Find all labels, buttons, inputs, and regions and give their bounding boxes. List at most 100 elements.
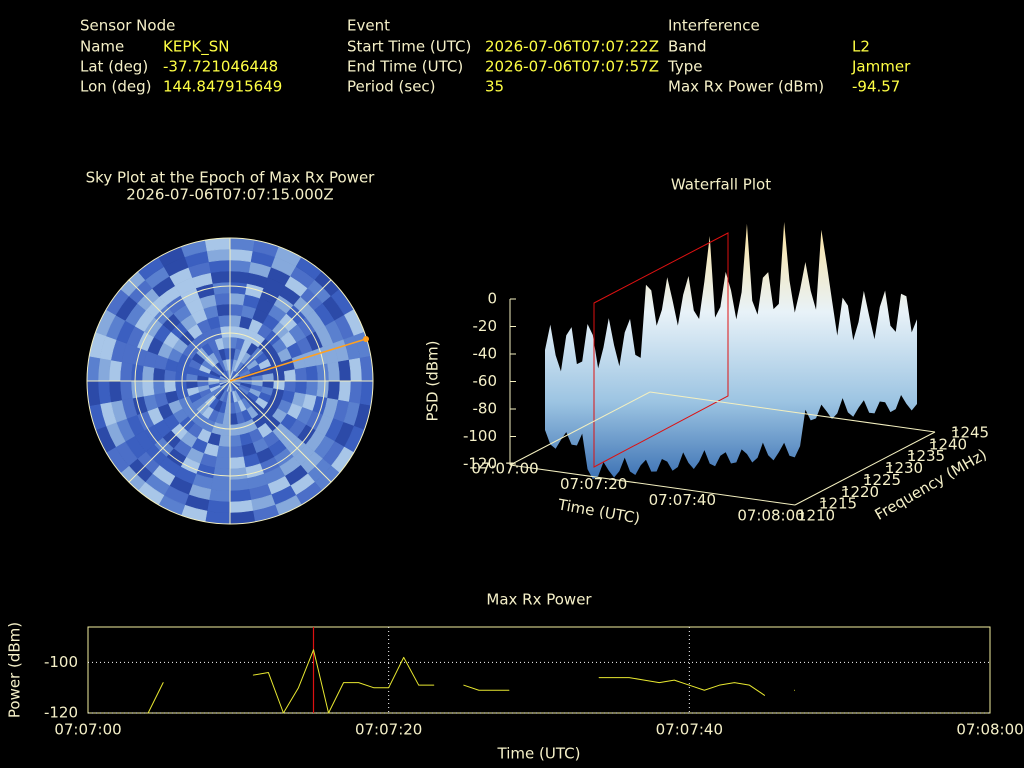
sky-cell [294, 367, 308, 382]
sky-cell [338, 380, 352, 403]
sky-cell [163, 380, 177, 393]
field-label: Name [80, 38, 124, 56]
sky-cell [216, 303, 231, 317]
sky-cell [316, 380, 330, 399]
sky-cell [283, 369, 297, 382]
field-value: -94.57 [852, 78, 900, 96]
freq-tick-label: 1225 [863, 471, 901, 489]
sky-subtitle: 2026-07-06T07:07:15.000Z [126, 186, 333, 204]
section-heading: Interference [668, 17, 760, 35]
power-line [147, 649, 796, 714]
sky-cell [108, 380, 122, 403]
field-label: End Time (UTC) [347, 58, 463, 76]
sky-cell [348, 357, 363, 382]
waterfall-axis [649, 391, 936, 433]
sky-cell [305, 365, 319, 382]
field-label: Max Rx Power (dBm) [668, 78, 824, 96]
field-value: 35 [485, 78, 504, 96]
field-value: Jammer [851, 58, 911, 76]
sky-cell [141, 380, 155, 397]
sky-cell [273, 371, 286, 382]
sky-cell [327, 380, 341, 401]
sky-cell [316, 363, 330, 382]
freq-tick-label: 1230 [885, 459, 923, 477]
field-value: 2026-07-06T07:07:22Z [485, 38, 659, 56]
z-tick-label: 0 [487, 290, 497, 308]
field-label: Lon (deg) [80, 78, 152, 96]
freq-tick [885, 465, 893, 468]
waterfall-axis [509, 391, 651, 466]
sky-cell [214, 292, 231, 306]
sky-cell [229, 499, 254, 514]
x-axis-label: Time (UTC) [497, 745, 581, 763]
freq-tick [841, 488, 849, 491]
sky-cell [327, 361, 341, 382]
x-tick-label: 07:07:40 [656, 721, 723, 739]
freq-tick-label: 1235 [907, 447, 945, 465]
z-tick-label: -20 [473, 317, 498, 335]
sky-cell [229, 303, 244, 317]
sky-cell [206, 499, 231, 514]
section-heading: Sensor Node [80, 17, 175, 35]
field-label: Period (sec) [347, 78, 436, 96]
sky-cell [212, 467, 231, 481]
sky-cell [206, 248, 231, 263]
field-value: -37.721046448 [163, 58, 278, 76]
sky-cell [338, 359, 352, 382]
sky-cell [210, 270, 231, 284]
section-heading: Event [347, 17, 390, 35]
sky-cell [348, 380, 363, 405]
chart-title: Max Rx Power [486, 591, 592, 609]
field-label: Start Time (UTC) [347, 38, 471, 56]
freq-tick [929, 441, 937, 444]
y-tick-label: -100 [44, 653, 78, 671]
sky-cell [294, 380, 308, 395]
sky-cell [229, 456, 246, 470]
sky-cell [208, 489, 231, 503]
waterfall-axis [509, 464, 796, 506]
sky-cell [229, 467, 248, 481]
field-value: 2026-07-06T07:07:57Z [485, 58, 659, 76]
sky-cell [229, 424, 240, 437]
z-tick-label: -40 [473, 345, 498, 363]
sky-cell [97, 357, 112, 382]
freq-tick-label: 1245 [951, 424, 989, 442]
sky-cell [229, 445, 244, 459]
freq-tick [797, 512, 805, 515]
z-tick-label: -120 [463, 455, 497, 473]
sky-plot [86, 237, 374, 525]
sky-cell [152, 380, 166, 395]
sky-cell [220, 325, 231, 338]
sky-cell [229, 478, 250, 492]
freq-tick [863, 476, 871, 479]
sky-cell [210, 478, 231, 492]
time-cursor [593, 232, 729, 468]
sky-cell [174, 380, 187, 391]
x-tick-label: 07:08:00 [956, 721, 1023, 739]
sky-cell [229, 434, 242, 448]
y-axis-label: Power (dBm) [6, 622, 24, 718]
sky-cell [229, 281, 248, 295]
waterfall-title: Waterfall Plot [671, 176, 771, 194]
sky-cell [130, 363, 144, 382]
field-value: L2 [852, 38, 870, 56]
z-tick-label: -80 [473, 400, 498, 418]
freq-tick [951, 429, 959, 432]
sky-cell [218, 314, 231, 328]
time-axis-label: Time (UTC) [556, 495, 642, 527]
sky-cell [229, 259, 252, 273]
field-value: KEPK_SN [163, 38, 229, 57]
field-label: Type [667, 58, 702, 76]
sky-direction-point [363, 336, 369, 342]
sky-cell [141, 365, 155, 382]
y-tick-label: -120 [44, 704, 78, 722]
freq-tick [819, 500, 827, 503]
freq-tick-label: 1210 [797, 507, 835, 525]
z-axis-label: PSD (dBm) [424, 340, 442, 421]
plot-frame [87, 626, 991, 714]
time-tick-label: 07:07:40 [649, 491, 716, 509]
sky-cell [119, 361, 133, 382]
